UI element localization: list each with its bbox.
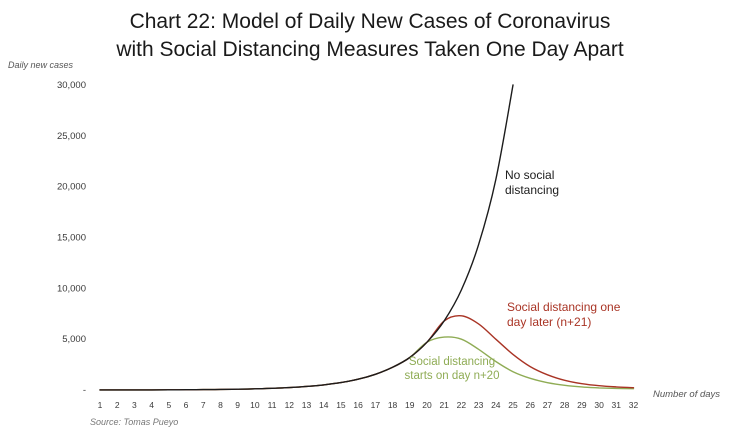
x-tick-label: 20 (422, 400, 432, 410)
annotation-no-distancing-line1: No social (505, 168, 555, 182)
x-tick-label: 24 (491, 400, 501, 410)
x-tick-label: 28 (560, 400, 570, 410)
chart-title-line1: Chart 22: Model of Daily New Cases of Co… (129, 10, 611, 33)
x-tick-label: 7 (201, 400, 206, 410)
y-tick-label: 10,000 (57, 283, 86, 294)
series-line-social-distancing-starts-on-day-n-20 (99, 336, 635, 391)
x-tick-label: 4 (149, 400, 154, 410)
x-tick-label: 14 (319, 400, 329, 410)
x-tick-label: 16 (353, 400, 363, 410)
series-line-no-social-distancing (99, 84, 514, 391)
x-tick-label: 13 (302, 400, 312, 410)
x-tick-label: 9 (235, 400, 240, 410)
x-tick-label: 11 (268, 400, 277, 410)
x-tick-label: 12 (285, 400, 295, 410)
x-tick-label: 8 (218, 400, 223, 410)
x-tick-label: 10 (250, 400, 260, 410)
x-tick-label: 18 (388, 400, 398, 410)
x-axis-label: Number of days (653, 389, 721, 400)
x-tick-label: 23 (474, 400, 484, 410)
x-tick-label: 22 (457, 400, 467, 410)
y-axis-label: Daily new cases (8, 60, 74, 70)
annotation-starts-day-20-line2: starts on day n+20 (404, 370, 500, 382)
annotation-one-day-later: Social distancing one day later (n+21) (507, 300, 620, 330)
x-tick-label: 25 (508, 400, 518, 410)
x-tick-label: 15 (336, 400, 346, 410)
x-tick-label: 6 (184, 400, 189, 410)
x-tick-label: 30 (594, 400, 604, 410)
chart-title: Chart 22: Model of Daily New Cases of Co… (0, 8, 740, 64)
annotation-starts-day-20: Social distancing starts on day n+20 (393, 355, 511, 383)
x-tick-label: 3 (132, 400, 137, 410)
x-tick-label: 26 (526, 400, 536, 410)
annotation-one-day-later-line1: Social distancing one (507, 300, 621, 314)
y-tick-label: 20,000 (57, 182, 86, 193)
x-tick-label: 19 (405, 400, 415, 410)
x-tick-label: 29 (577, 400, 587, 410)
annotation-no-distancing-line2: distancing (505, 183, 560, 197)
x-tick-label: 17 (371, 400, 381, 410)
y-tick-label: - (83, 385, 86, 396)
y-tick-label: 5,000 (62, 334, 86, 345)
x-tick-label: 27 (543, 400, 553, 410)
chart-title-line2: with Social Distancing Measures Taken On… (116, 38, 624, 61)
annotation-no-distancing: No social distancing (505, 168, 559, 198)
y-tick-label: 30,000 (57, 80, 86, 91)
x-tick-label: 31 (612, 400, 622, 410)
y-tick-label: 15,000 (57, 233, 86, 244)
source-credit: Source: Tomas Pueyo (90, 417, 179, 427)
x-tick-label: 5 (166, 400, 171, 410)
x-tick-label: 1 (98, 400, 103, 410)
x-tick-label: 2 (115, 400, 120, 410)
annotation-one-day-later-line2: day later (n+21) (507, 315, 592, 329)
x-tick-label: 21 (439, 400, 449, 410)
annotation-starts-day-20-line1: Social distancing (408, 356, 496, 368)
y-tick-label: 25,000 (57, 131, 86, 142)
x-tick-label: 32 (629, 400, 639, 410)
